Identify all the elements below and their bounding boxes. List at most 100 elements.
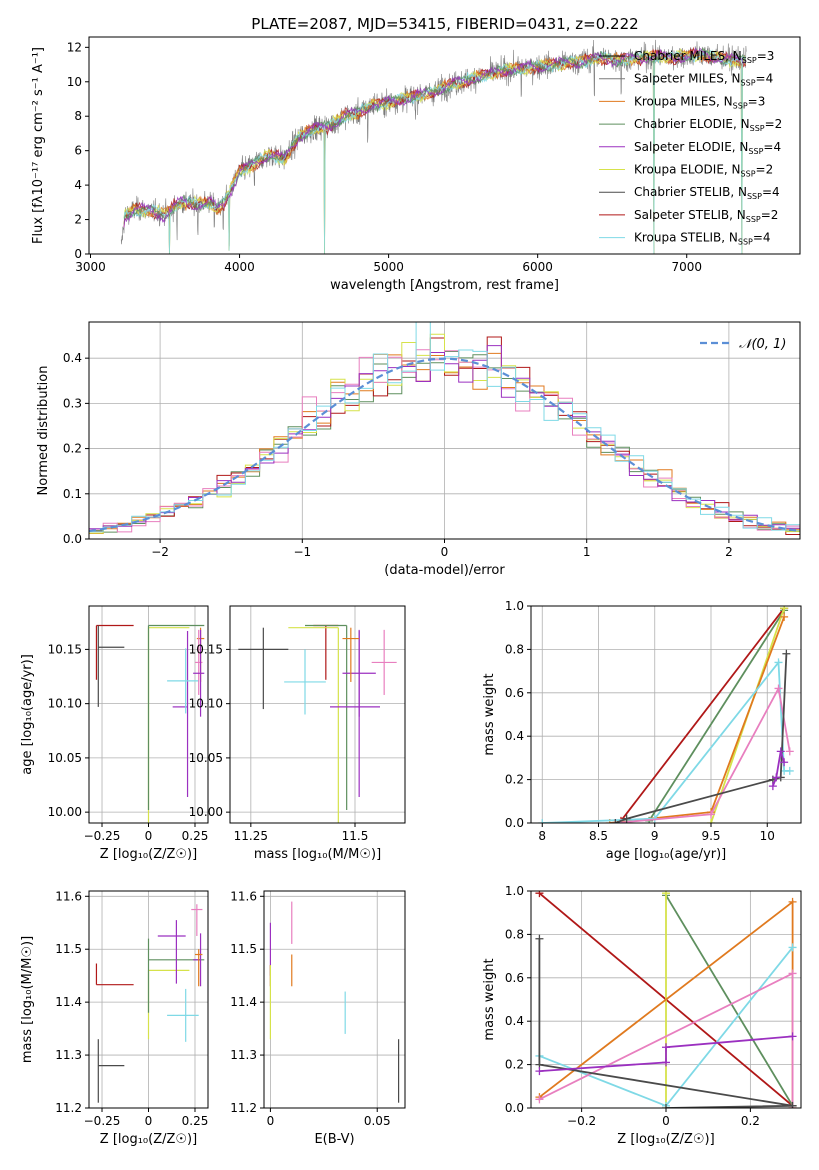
y-tick-label: 0.4: [505, 729, 524, 743]
x-axis-label: wavelength [Angstrom, rest frame]: [330, 278, 559, 293]
legend-suffix: =3: [757, 49, 775, 63]
x-tick-label: 5000: [373, 260, 404, 274]
series-marker: [662, 1043, 670, 1052]
series-marker: [785, 747, 794, 756]
series-marker: [782, 649, 791, 658]
series-line-kroupa-miles: [609, 616, 785, 823]
y-axis-label: mass [log₁₀(M/M☉)]: [20, 936, 35, 1063]
plot-area: [89, 322, 800, 538]
errorbar-point: [288, 627, 339, 823]
series-marker: [788, 969, 797, 978]
series-line-salpeter-stelib: [620, 607, 785, 822]
errorbar-point: [97, 625, 125, 707]
plot-area: [95, 904, 205, 1103]
errorbar-point: [147, 969, 190, 1040]
legend-suffix: =2: [765, 117, 783, 131]
x-tick-label: 0: [145, 1114, 153, 1128]
x-tick-label: 0.25: [182, 1114, 209, 1128]
series-marker: [785, 766, 794, 775]
legend-suffix: =2: [761, 208, 779, 222]
errorbar-point: [371, 629, 397, 695]
y-tick-label: 6: [74, 144, 82, 158]
y-tick-label: 10: [67, 75, 82, 89]
y-tick-label: 0.6: [505, 686, 524, 700]
x-tick-label: 9: [651, 829, 659, 843]
x-tick-label: 10: [760, 829, 775, 843]
x-axis-label: Z [log₁₀(Z/Z☉)]: [617, 1132, 714, 1147]
x-tick-label: 11.25: [234, 829, 268, 843]
y-tick-label: 12: [67, 40, 82, 54]
x-tick-label: 9.5: [701, 829, 720, 843]
series-line-pink: [615, 685, 791, 823]
axes-frame: [530, 605, 802, 824]
legend-subscript: SSP: [738, 238, 753, 247]
histogram-salpeter-elodie: [89, 345, 800, 534]
legend-label: Kroupa ELODIE, NSSP=2: [634, 163, 773, 179]
errorbar-point: [342, 627, 360, 682]
axes-frame: [229, 605, 406, 824]
x-tick-label: 8: [538, 829, 546, 843]
panel-age_vs_Z: −0.25 0 0.25 10.00 10.05 10.10 10.15 Z [log₁₀(Z…: [20, 605, 209, 862]
series-line-salpeter-elodie: [539, 1035, 793, 1072]
legend-suffix: =3: [748, 94, 766, 108]
panel-mass_vs_ebv: 0 0.05 11.2 11.3 11.4 11.5 11.6 E(B-V): [230, 889, 406, 1147]
series-marker: [768, 782, 777, 791]
panel-mass_weight_vs_age: 8 8.5 9 9.5 10 0.0 0.2 0.4 0.6 0.8 1.0 age [log₁₀(a…: [482, 599, 802, 862]
legend-label: 𝒩(0, 1): [739, 337, 786, 352]
legend-subscript: SSP: [750, 124, 765, 133]
legend-label: Salpeter MILES, NSSP=4: [634, 72, 773, 88]
x-tick-label: 0: [441, 545, 449, 559]
legend-suffix: =4: [762, 185, 780, 199]
y-tick-label: 11.3: [55, 1048, 82, 1062]
series-marker: [535, 891, 544, 898]
x-tick-label: 11.5: [342, 829, 369, 843]
y-axis-label: mass weight: [482, 673, 497, 755]
axes-frame: [263, 890, 406, 1109]
y-tick-label: 10.10: [189, 697, 223, 711]
y-tick-label: 10.15: [189, 642, 223, 656]
y-tick-label: 11.4: [230, 995, 257, 1009]
x-tick-label: 0: [145, 829, 153, 843]
panel-spectrum: 3000 4000 5000 6000 7000 0 2 4 6 8 10 12 wavelength …: [31, 36, 801, 293]
x-tick-label: 0: [267, 1114, 275, 1128]
y-tick-label: 10.10: [48, 697, 82, 711]
x-tick-label: 8.5: [589, 829, 608, 843]
x-tick-label: 7000: [671, 260, 702, 274]
series-marker: [707, 810, 715, 819]
series-marker: [780, 612, 789, 621]
series-line-chabrier-elodie: [665, 894, 794, 1107]
errorbar-point: [167, 648, 199, 714]
plot-area: [95, 624, 205, 823]
legend-label: Chabrier ELODIE, NSSP=2: [634, 117, 782, 133]
errorbar-point: [238, 627, 289, 710]
series-marker: [662, 891, 670, 898]
y-tick-label: 1.0: [505, 884, 524, 898]
plot-area: [238, 624, 397, 823]
y-tick-label: 2: [74, 213, 82, 227]
x-tick-label: −0.2: [567, 1114, 596, 1128]
series-marker: [788, 1101, 797, 1108]
y-tick-label: 0.4: [63, 351, 82, 365]
errorbar-point: [147, 627, 190, 823]
errorbar-point: [342, 629, 376, 717]
x-tick-label: 3000: [75, 260, 106, 274]
series-marker: [611, 819, 620, 823]
x-axis-label: age [log₁₀(age/yr)]: [606, 847, 727, 862]
errorbar-point: [194, 949, 203, 987]
panel-mass_weight_vs_Z: −0.2 0 0.2 0.0 0.2 0.4 0.6 0.8 1.0 Z [log₁₀(Z/Z☉)…: [482, 884, 802, 1147]
series-line-chabrier-elodie: [648, 609, 785, 822]
series-marker: [622, 814, 631, 823]
y-axis-label: Normed distribution: [36, 366, 51, 496]
series-marker: [707, 819, 715, 823]
errorbar-point: [193, 629, 205, 717]
x-tick-label: 2: [725, 545, 733, 559]
y-tick-label: 0.2: [63, 442, 82, 456]
legend-suffix: =4: [756, 72, 774, 86]
y-tick-label: 11.6: [55, 889, 82, 903]
legend-subscript: SSP: [746, 215, 761, 224]
y-tick-label: 0.6: [505, 971, 524, 985]
errorbar-point: [147, 624, 205, 810]
legend-label: Kroupa STELIB, NSSP=4: [634, 231, 771, 247]
series-line-chabrier-elodie: [123, 47, 746, 225]
